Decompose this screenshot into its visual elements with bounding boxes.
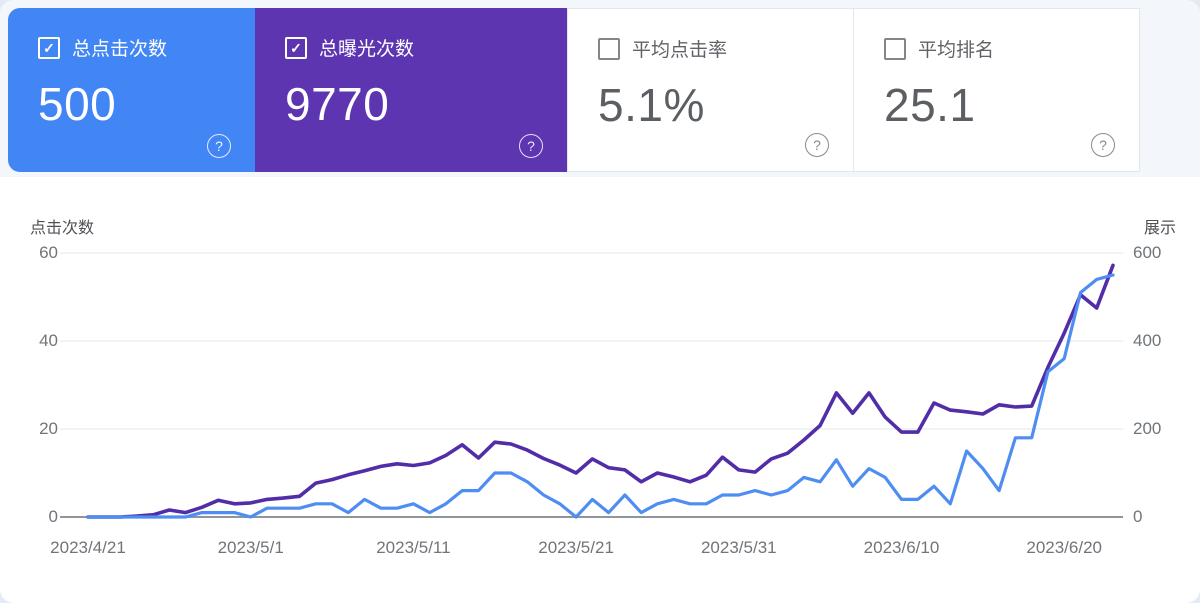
average-position-value: 25.1 <box>884 79 976 131</box>
right-axis-tick-label: 0 <box>1133 507 1143 526</box>
right-axis-title: 展示 <box>1143 220 1176 237</box>
card-average-position[interactable]: 平均排名 25.1 ? <box>853 8 1140 172</box>
impressions-line <box>86 263 1115 519</box>
right-axis-tick-label: 200 <box>1133 419 1162 438</box>
card-label-row: ✓ 总曝光次数 <box>285 34 543 61</box>
total-clicks-value: 500 <box>38 78 117 130</box>
help-icon[interactable]: ? <box>207 134 231 158</box>
left-axis-tick-label: 20 <box>39 419 58 438</box>
card-label-row: ✓ 总点击次数 <box>38 34 231 61</box>
x-axis-tick-label: 2023/5/11 <box>376 538 451 557</box>
left-axis-tick-label: 60 <box>39 243 58 262</box>
help-icon[interactable]: ? <box>519 134 543 158</box>
chart-canvas <box>60 252 1123 519</box>
card-title: 平均点击率 <box>632 40 728 61</box>
card-total-clicks[interactable]: ✓ 总点击次数 500 ? <box>8 8 255 172</box>
x-axis-tick-label: 2023/5/1 <box>217 538 284 557</box>
help-icon[interactable]: ? <box>805 133 829 157</box>
left-axis-tick-label: 40 <box>39 331 58 350</box>
card-title: 总曝光次数 <box>319 39 415 60</box>
card-title: 总点击次数 <box>72 39 168 60</box>
left-axis-tick-label: 0 <box>48 507 58 526</box>
card-title: 平均排名 <box>918 40 995 61</box>
right-axis-tick-label: 400 <box>1133 331 1162 350</box>
x-axis-tick-label: 2023/6/10 <box>863 538 940 557</box>
checkbox-unchecked-icon[interactable] <box>884 37 906 60</box>
card-label-row: 平均排名 <box>884 35 1115 62</box>
right-axis-tick-label: 600 <box>1133 243 1162 262</box>
x-axis-tick-label: 2023/6/20 <box>1026 538 1102 557</box>
checkbox-checked-icon[interactable]: ✓ <box>38 36 60 59</box>
x-axis-tick-label: 2023/5/31 <box>700 538 777 557</box>
card-label-row: 平均点击率 <box>598 35 829 62</box>
checkbox-unchecked-icon[interactable] <box>598 37 620 60</box>
left-axis-title: 点击次数 <box>30 220 95 237</box>
card-total-impressions[interactable]: ✓ 总曝光次数 9770 ? <box>255 8 567 172</box>
card-average-ctr[interactable]: 平均点击率 5.1% ? <box>567 8 853 172</box>
help-icon[interactable]: ? <box>1091 133 1115 157</box>
total-impressions-value: 9770 <box>285 78 390 130</box>
clicks-line <box>86 273 1115 519</box>
metric-cards-row: ✓ 总点击次数 500 ? ✓ 总曝光次数 9770 ? 平均点击率 5.1% … <box>8 8 1140 172</box>
x-axis-tick-label: 2023/5/21 <box>538 538 614 557</box>
x-axis-tick-label: 2023/4/21 <box>50 538 126 557</box>
average-ctr-value: 5.1% <box>598 79 705 131</box>
checkbox-checked-icon[interactable]: ✓ <box>285 36 307 59</box>
